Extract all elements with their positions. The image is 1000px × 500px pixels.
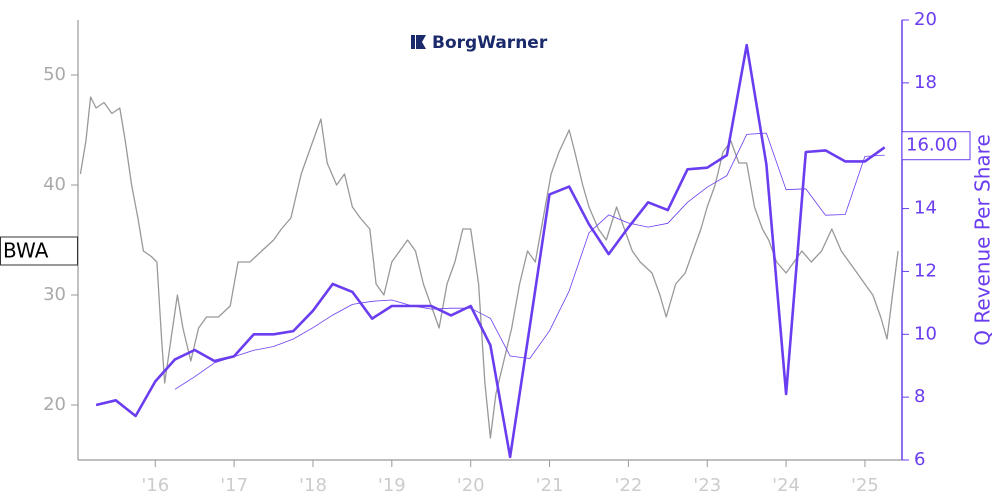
- series-line: [174, 132, 885, 390]
- y2-tick-label: 14: [914, 198, 937, 219]
- x-tick-label: '21: [536, 475, 564, 496]
- logo: BorgWarner: [411, 33, 548, 53]
- series-line: [95, 43, 886, 459]
- y2-tick-label: 6: [914, 449, 925, 470]
- x-tick-label: '22: [614, 475, 642, 496]
- y2-tick-label: 18: [914, 72, 937, 93]
- ticker-box: [0, 236, 78, 266]
- y2-marker-box: [901, 131, 971, 161]
- y2-axis-label: Q Revenue Per Share: [971, 134, 995, 346]
- y2-tick-label: 12: [914, 260, 937, 281]
- y2-tick-label: 10: [914, 323, 937, 344]
- logo-text: BorgWarner: [432, 33, 548, 53]
- x-tick-label: '20: [457, 475, 485, 496]
- series-line: [79, 96, 899, 439]
- logo-icon: [416, 35, 426, 49]
- y2-marker-label: 16.00: [906, 135, 958, 156]
- logo-icon: [411, 35, 415, 49]
- y2-tick-label: 8: [914, 386, 925, 407]
- y-tick-label: 50: [43, 64, 66, 85]
- y-tick-label: 40: [43, 174, 66, 195]
- y-tick-label: 20: [43, 394, 66, 415]
- x-tick-label: '16: [141, 475, 169, 496]
- x-tick-label: '18: [299, 475, 327, 496]
- x-tick-label: '17: [220, 475, 248, 496]
- y2-tick-label: 20: [914, 9, 937, 30]
- x-tick-label: '19: [378, 475, 406, 496]
- ticker-label: BWA: [3, 239, 49, 263]
- y-tick-label: 30: [43, 284, 66, 305]
- x-tick-label: '25: [851, 475, 879, 496]
- x-tick-label: '24: [772, 475, 800, 496]
- x-tick-label: '23: [693, 475, 721, 496]
